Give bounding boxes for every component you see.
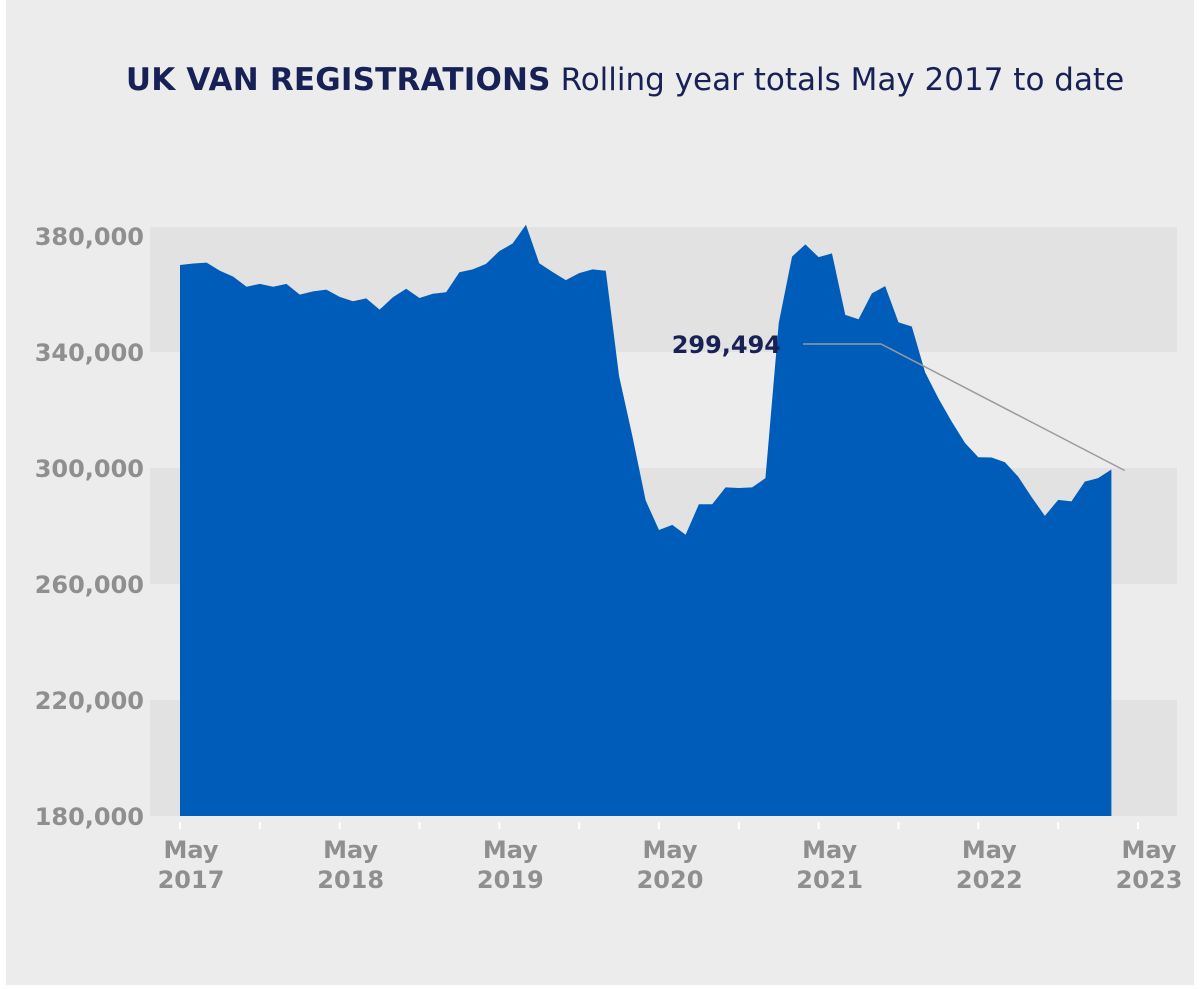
series-area	[180, 224, 1112, 816]
callout-annotation: 299,494	[672, 331, 1126, 472]
x-tick-year: 2020	[637, 866, 704, 894]
y-tick-label: 180,000	[35, 803, 144, 831]
x-tick-month: May	[323, 836, 378, 864]
x-tick-label: May 2023	[1116, 836, 1183, 894]
chart-title-main: UK VAN REGISTRATIONS	[125, 62, 551, 98]
x-tick-year: 2021	[796, 866, 863, 894]
x-tick-label: May 2019	[477, 836, 544, 894]
x-tick-month: May	[483, 836, 538, 864]
series-area-layer	[180, 224, 1112, 816]
y-tick-label: 300,000	[35, 455, 144, 483]
callout-line	[803, 343, 1126, 472]
y-tick-label: 220,000	[35, 687, 144, 715]
chart-title: UK VAN REGISTRATIONS Rolling year totals…	[0, 62, 1200, 98]
x-tick-year: 2017	[158, 866, 225, 894]
y-axis: 380,000 340,000 300,000 260,000 220,000 180,0…	[35, 223, 144, 831]
x-tick-label: May 2022	[956, 836, 1023, 894]
x-tick-label: May 2020	[637, 836, 704, 894]
x-tick-month: May	[802, 836, 857, 864]
y-tick-label: 340,000	[35, 339, 144, 367]
y-tick-label: 260,000	[35, 571, 144, 599]
x-tick-month: May	[962, 836, 1017, 864]
x-tick-month: May	[643, 836, 698, 864]
x-tick-label: May 2017	[158, 836, 225, 894]
chart-subtitle: Rolling year totals May 2017 to date	[560, 62, 1125, 98]
x-tick-year: 2019	[477, 866, 544, 894]
x-tick-month: May	[1122, 836, 1177, 864]
x-tick-month: May	[164, 836, 219, 864]
x-tick-label: May 2018	[317, 836, 384, 894]
x-tick-year: 2018	[317, 866, 384, 894]
x-tick-year: 2023	[1116, 866, 1183, 894]
y-tick-label: 380,000	[35, 223, 144, 251]
x-tick-year: 2022	[956, 866, 1023, 894]
callout-label: 299,494	[672, 331, 781, 359]
x-tick-label: May 2021	[796, 836, 863, 894]
